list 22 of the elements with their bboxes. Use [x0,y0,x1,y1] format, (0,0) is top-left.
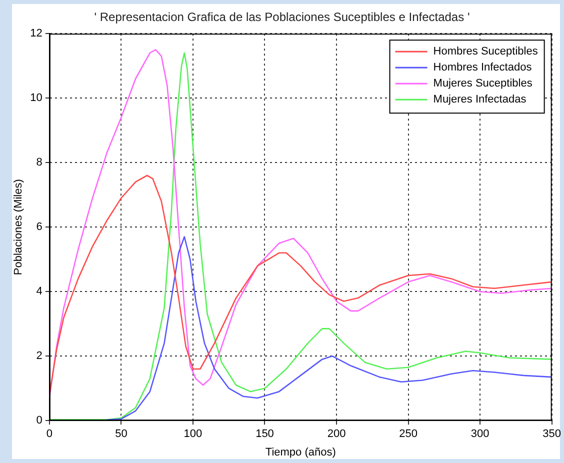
y-tick-label: 2 [36,350,42,362]
legend-label: Hombres Infectados [433,62,532,74]
x-tick-label: 350 [542,428,562,440]
y-tick-label: 10 [30,92,42,104]
x-tick-label: 300 [470,428,490,440]
y-axis-title: Poblaciones (Miles) [12,179,25,276]
y-tick-label: 8 [36,156,42,169]
legend-label: Mujeres Suceptibles [433,78,533,90]
x-tick-label: 100 [184,428,202,440]
y-tick-label: 4 [36,286,42,298]
x-tick-label: 250 [399,428,418,440]
chart-title: ' Representacion Grafica de las Poblaciones Suceptibles e Infectadas ' [93,10,471,24]
x-tick-label: 200 [327,428,346,440]
y-tick-label: 0 [36,414,42,427]
x-tick-label: 50 [115,428,128,440]
y-tick-label: 12 [30,28,42,40]
x-tick-label: 150 [256,428,274,440]
x-tick-label: 0 [46,428,52,440]
legend-label: Mujeres Infectadas [433,94,527,106]
y-tick-label: 6 [36,221,42,234]
legend-label: Hombres Suceptibles [433,46,538,58]
x-axis-title: Tiempo (años) [265,446,336,458]
